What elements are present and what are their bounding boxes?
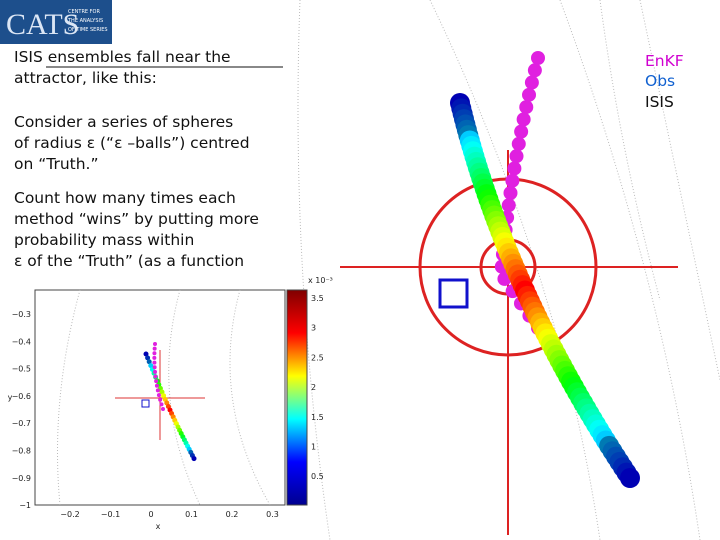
enkf-dot bbox=[152, 351, 157, 356]
enkf-dot bbox=[527, 63, 542, 78]
paragraph-line: method “wins” by putting more bbox=[14, 210, 259, 228]
obs-square bbox=[438, 278, 469, 309]
attractor-arc bbox=[429, 0, 601, 540]
paragraph-line: probability mass within bbox=[14, 231, 194, 249]
enkf-dot bbox=[153, 342, 157, 346]
logo-box bbox=[0, 0, 112, 44]
enkf-dot bbox=[507, 161, 522, 176]
paragraph-line: ISIS ensembles fall near the bbox=[14, 48, 231, 66]
enkf-dot bbox=[531, 51, 545, 65]
y-tick-label: −0.3 bbox=[12, 310, 31, 319]
y-tick-label: −0.7 bbox=[12, 419, 31, 428]
enkf-dot bbox=[505, 173, 520, 188]
enkf-dot bbox=[522, 87, 537, 102]
logo-line: THE ANALYSIS bbox=[67, 18, 103, 24]
colorbar-tick-label: 2 bbox=[311, 383, 316, 392]
enkf-dot bbox=[503, 186, 518, 200]
enkf-dot bbox=[511, 136, 526, 151]
enkf-dot bbox=[159, 402, 164, 407]
paragraph-line: ε of the “Truth” (as a function bbox=[14, 252, 244, 270]
y-tick-label: −0.8 bbox=[12, 447, 31, 456]
attractor-background bbox=[297, 0, 720, 540]
attractor-arc bbox=[599, 0, 661, 301]
attractor-arc bbox=[297, 0, 331, 540]
enkf-dot bbox=[152, 365, 157, 370]
enkf-dot bbox=[519, 100, 534, 115]
inset-plot: −0.3 −0.4 −0.5 −0.6 −0.7 −0.8 −0.9 −1 −0.2 −0.1 0 0… bbox=[8, 276, 333, 531]
enkf-dot bbox=[154, 379, 159, 384]
paragraph-line: of radius ε (“ε –balls”) centred bbox=[14, 134, 250, 152]
obs-square bbox=[141, 399, 150, 408]
legend-isis: ISIS bbox=[645, 93, 674, 111]
zoomed-plot bbox=[340, 51, 678, 535]
enkf-dot bbox=[156, 393, 161, 398]
legend-enkf: EnKF bbox=[645, 52, 684, 70]
body-text: ISIS ensembles fall near the attractor, l… bbox=[14, 48, 259, 270]
enkf-dot bbox=[152, 346, 157, 351]
isis-dot bbox=[148, 363, 154, 369]
enkf-dot bbox=[516, 112, 531, 127]
paragraph-line: attractor, like this: bbox=[14, 69, 157, 87]
colorbar-tick-label: 3 bbox=[311, 324, 316, 333]
enkf-dot bbox=[524, 75, 539, 90]
enkf-dot bbox=[152, 360, 157, 365]
y-tick-label: −0.5 bbox=[12, 365, 31, 374]
colorbar-tick-label: 3.5 bbox=[311, 294, 324, 303]
enkf-dot bbox=[501, 198, 516, 213]
attractor-arc bbox=[559, 0, 701, 540]
colorbar-tick-label: 2.5 bbox=[311, 353, 324, 362]
enkf-dot bbox=[152, 355, 157, 360]
logo-line: OF TIME SERIES bbox=[68, 27, 108, 33]
paragraph-line: on “Truth.” bbox=[14, 155, 99, 173]
x-tick-label: −0.1 bbox=[101, 510, 120, 519]
legend-obs: Obs bbox=[645, 72, 675, 90]
colorbar-exponent: x 10⁻³ bbox=[308, 276, 333, 285]
enkf-dot bbox=[158, 397, 163, 402]
isis-dot bbox=[620, 468, 640, 488]
attractor-arc bbox=[168, 289, 201, 506]
isis-dot bbox=[146, 359, 152, 365]
x-axis-label: x bbox=[156, 522, 161, 531]
enkf-dot bbox=[155, 388, 160, 393]
enkf-dot bbox=[153, 374, 158, 379]
paragraph-line: Count how many times each bbox=[14, 189, 236, 207]
inset-frame bbox=[34, 289, 286, 506]
enkf-dot bbox=[161, 407, 165, 411]
x-tick-label: 0 bbox=[148, 510, 153, 519]
isis-dot bbox=[143, 351, 149, 357]
attractor-arc bbox=[229, 289, 271, 506]
x-tick-label: 0.2 bbox=[226, 510, 239, 519]
x-tick-label: −0.2 bbox=[60, 510, 79, 519]
y-tick-label: −0.6 bbox=[12, 392, 31, 401]
colorbar-tick-label: 1.5 bbox=[311, 413, 324, 422]
logo-line: CENTRE FOR bbox=[68, 9, 100, 15]
isis-dot bbox=[191, 456, 197, 462]
attractor-arc bbox=[57, 289, 81, 506]
y-tick-label: −0.4 bbox=[12, 337, 31, 346]
x-tick-label: 0.1 bbox=[185, 510, 198, 519]
attractor-arc bbox=[639, 0, 720, 381]
enkf-dot bbox=[154, 383, 159, 388]
colorbar-tick-label: 1 bbox=[311, 443, 316, 452]
x-tick-label: 0.3 bbox=[266, 510, 279, 519]
enkf-dot bbox=[153, 369, 157, 374]
isis-dot bbox=[145, 355, 151, 361]
enkf-dot bbox=[509, 149, 524, 164]
colorbar-tick-label: 0.5 bbox=[311, 472, 324, 481]
y-tick-label: −1 bbox=[19, 501, 31, 510]
colorbar bbox=[286, 289, 308, 506]
y-axis-label: y bbox=[8, 393, 13, 402]
enkf-dot bbox=[514, 124, 529, 139]
y-tick-label: −0.9 bbox=[12, 474, 31, 483]
paragraph-line: Consider a series of spheres bbox=[14, 113, 233, 131]
logo-text: CATS bbox=[6, 8, 79, 41]
